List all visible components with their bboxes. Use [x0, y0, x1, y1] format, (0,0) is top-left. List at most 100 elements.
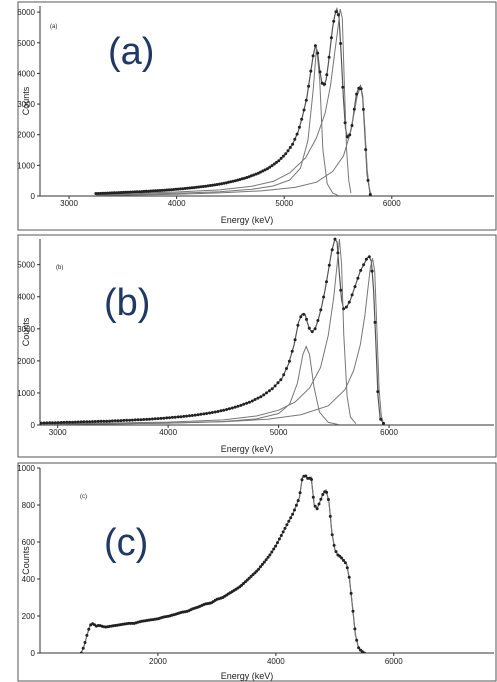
data-point: [285, 523, 289, 527]
data-point: [227, 180, 230, 184]
data-point: [357, 646, 361, 650]
data-point: [313, 504, 317, 508]
x-tick-label: 4000: [267, 657, 285, 666]
data-point: [255, 569, 259, 573]
data-point: [257, 567, 261, 571]
data-point: [93, 420, 97, 423]
data-point: [247, 175, 251, 179]
data-point: [307, 84, 311, 88]
data-point: [376, 390, 380, 394]
data-point: [195, 185, 198, 189]
panel-big-label: (c): [104, 522, 148, 564]
data-point: [293, 338, 297, 342]
panel-tag: (c): [80, 494, 87, 500]
data-point: [259, 170, 262, 174]
data-point: [367, 255, 371, 259]
data-point: [239, 403, 243, 407]
data-point: [333, 237, 337, 241]
data-point: [71, 420, 74, 424]
panel-big-label: (a): [108, 31, 154, 73]
data-point: [119, 191, 123, 194]
data-point: [68, 420, 72, 424]
data-point: [81, 646, 85, 650]
data-point: [356, 276, 360, 280]
data-point: [204, 184, 208, 188]
chart-panel-b: 0 1000 2000 3000 4000 5000 3000 4000 5000 6000 Ene…: [0, 233, 497, 460]
data-point: [336, 13, 340, 17]
data-point: [167, 188, 171, 192]
data-point: [311, 495, 315, 499]
data-point: [334, 10, 338, 14]
data-point: [332, 19, 336, 23]
data-point: [293, 137, 297, 141]
data-point: [213, 410, 217, 414]
chart-svg: 0 1000 2000 3000 4000 5000 6000 3000 4000 5000 600…: [17, 1, 497, 231]
y-tick-label: 200: [22, 612, 36, 621]
data-point: [197, 185, 201, 189]
fit-curve: [95, 47, 339, 196]
data-point: [170, 415, 174, 419]
data-point: [115, 191, 118, 195]
y-tick-label: 5000: [17, 39, 35, 48]
data-point: [370, 269, 374, 273]
data-point: [347, 300, 351, 304]
data-point: [287, 519, 291, 523]
y-tick-label: 600: [22, 538, 36, 547]
data-point: [342, 307, 346, 311]
data-point: [133, 190, 137, 194]
data-point: [366, 178, 370, 182]
data-point: [318, 70, 322, 74]
data-point: [225, 408, 229, 411]
data-point: [217, 182, 221, 186]
data-point: [222, 181, 226, 185]
data-point: [126, 190, 130, 194]
chart-panel-c: 0 200 400 600 800 1000 2000 4000 6000 Energy (keV…: [0, 460, 497, 682]
data-point: [65, 420, 69, 424]
data-point: [247, 576, 251, 580]
data-point: [286, 149, 290, 153]
data-point: [124, 190, 128, 194]
data-point: [242, 402, 246, 406]
data-point: [315, 507, 319, 511]
data-point: [53, 421, 57, 425]
data-point: [296, 323, 300, 327]
data-point: [270, 164, 274, 168]
data-point: [182, 414, 186, 418]
data-point: [334, 550, 338, 554]
data-point: [305, 317, 308, 321]
data-point: [379, 417, 383, 421]
data-point: [99, 191, 102, 195]
data-point: [330, 533, 334, 537]
data-point: [188, 186, 192, 190]
data-point: [160, 188, 164, 192]
data-point: [319, 497, 323, 501]
data-point: [139, 418, 143, 422]
x-tick-label: 6000: [383, 199, 401, 208]
data-point: [208, 411, 211, 415]
data-point: [156, 189, 160, 193]
data-point: [361, 107, 365, 111]
data-point: [236, 404, 240, 408]
data-point: [227, 407, 231, 411]
data-point: [131, 190, 134, 194]
data-point: [245, 176, 249, 179]
data-point: [262, 560, 266, 564]
data-point: [254, 172, 258, 176]
x-axis-title: Energy (keV): [221, 671, 274, 681]
data-point: [266, 555, 270, 559]
data-point: [330, 248, 334, 252]
data-point: [359, 268, 363, 272]
data-point: [117, 191, 121, 195]
x-tick-label: 6000: [380, 428, 398, 437]
data-point: [294, 503, 298, 507]
data-point: [260, 562, 264, 566]
data-point: [325, 280, 328, 284]
data-point: [325, 73, 329, 77]
data-point: [150, 417, 154, 421]
panel-tag: (b): [56, 265, 63, 271]
data-point: [168, 416, 171, 420]
data-point: [279, 378, 283, 382]
data-point: [79, 420, 83, 424]
fit-curve: [80, 474, 365, 653]
data-point: [147, 189, 150, 193]
